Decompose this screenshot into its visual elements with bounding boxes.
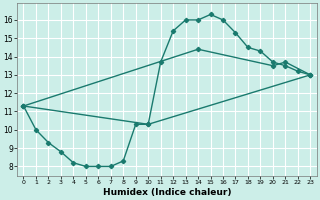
X-axis label: Humidex (Indice chaleur): Humidex (Indice chaleur): [103, 188, 231, 197]
